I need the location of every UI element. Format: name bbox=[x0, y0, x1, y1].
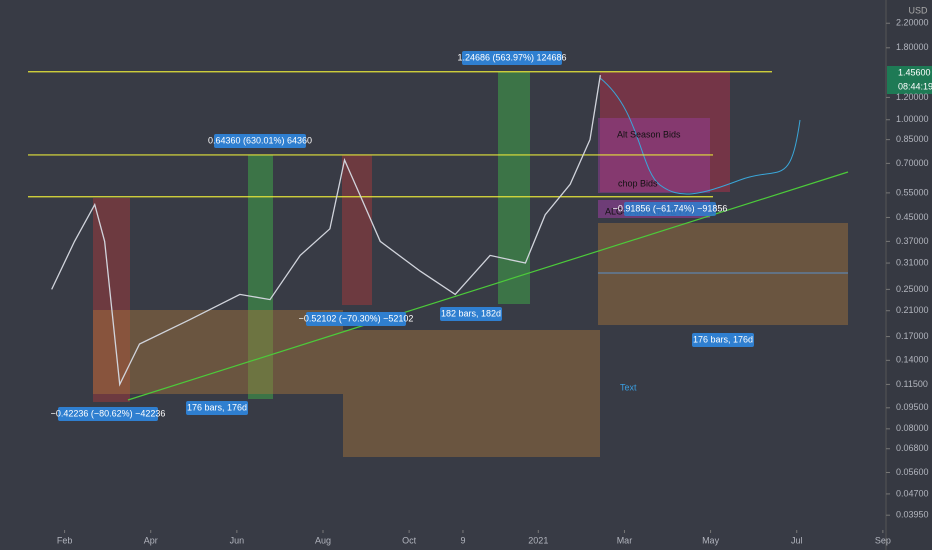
y-tick-label: 1.80000 bbox=[896, 42, 929, 52]
y-tick-label: 0.85000 bbox=[896, 134, 929, 144]
x-tick-label: Mar bbox=[617, 535, 633, 545]
y-tick-label: 0.08000 bbox=[896, 423, 929, 433]
x-tick-label: May bbox=[702, 535, 720, 545]
zone bbox=[343, 330, 600, 457]
y-tick-label: 0.45000 bbox=[896, 212, 929, 222]
price-box bbox=[887, 66, 932, 94]
annotation: 0.64360 (630.01%) 64360 bbox=[208, 135, 312, 145]
y-tick-label: 0.06800 bbox=[896, 443, 929, 453]
zone bbox=[498, 72, 530, 304]
y-tick-label: 0.25000 bbox=[896, 284, 929, 294]
label-box bbox=[692, 333, 754, 347]
x-tick-label: Jun bbox=[230, 535, 245, 545]
current-price: 1.45600 bbox=[898, 67, 931, 77]
annotation: Alt Season Bids bbox=[617, 129, 681, 139]
label-box bbox=[462, 51, 562, 65]
y-tick-label: 0.03950 bbox=[896, 510, 929, 520]
y-tick-label: 0.11500 bbox=[896, 379, 928, 389]
price-line bbox=[51, 75, 601, 387]
y-tick-label: 0.21000 bbox=[896, 305, 929, 315]
x-tick-label: Feb bbox=[57, 535, 73, 545]
x-tick-label: 9 bbox=[460, 535, 465, 545]
currency: USD bbox=[908, 5, 928, 15]
plot bbox=[28, 71, 772, 387]
annotations: 1.24686 (563.97%) 124686 0.64360 (630.01… bbox=[51, 51, 754, 421]
x-tick-label: Oct bbox=[402, 535, 417, 545]
y-tick-label: 0.55000 bbox=[896, 187, 929, 197]
annotation: chop Bids bbox=[618, 178, 658, 188]
zone bbox=[342, 155, 372, 305]
y-tick-label: 0.17000 bbox=[896, 331, 929, 341]
y-tick-label: 0.05600 bbox=[896, 467, 929, 477]
y-tick-label: 0.14000 bbox=[896, 355, 929, 365]
y-tick-label: 0.04700 bbox=[896, 488, 929, 498]
annotation: 182 bars, 182d bbox=[441, 308, 501, 318]
trend-line bbox=[127, 171, 849, 401]
x-tick-label: Apr bbox=[144, 535, 158, 545]
annotation: −0.91856 (−61.74%) −91856 bbox=[613, 203, 728, 213]
annotation: −0.42236 (−80.62%) −42236 bbox=[51, 408, 166, 418]
y-tick-label: 0.31000 bbox=[896, 257, 929, 267]
annotation: Text bbox=[620, 382, 637, 392]
label-box bbox=[214, 134, 306, 148]
zone bbox=[598, 223, 848, 325]
label-box bbox=[58, 407, 158, 421]
y-tick-label: 1.20000 bbox=[896, 92, 929, 102]
x-tick-label: Sep bbox=[875, 535, 891, 545]
zone bbox=[93, 198, 130, 402]
annotation: −0.52102 (−70.30%) −52102 bbox=[299, 313, 414, 323]
zone bbox=[93, 310, 343, 394]
y-tick-label: 2.20000 bbox=[896, 18, 929, 28]
x-tick-label: Aug bbox=[315, 535, 331, 545]
label-box bbox=[306, 312, 406, 326]
label-box bbox=[624, 202, 716, 216]
annotation: 1.24686 (563.97%) 124686 bbox=[457, 52, 566, 62]
x-tick-label: Jul bbox=[791, 535, 803, 545]
label-box bbox=[186, 401, 248, 415]
y-tick-label: 0.70000 bbox=[896, 158, 929, 168]
zone bbox=[600, 72, 730, 192]
y-tick-label: 0.37000 bbox=[896, 236, 929, 246]
y-tick-label: 1.00000 bbox=[896, 114, 929, 124]
countdown: 08:44:19 bbox=[898, 81, 932, 91]
y-tick-label: 0.09500 bbox=[896, 402, 929, 412]
projection bbox=[599, 77, 801, 195]
annotation: 176 bars, 176d bbox=[693, 334, 753, 344]
annotation: 176 bars, 176d bbox=[187, 402, 247, 412]
label-box bbox=[440, 307, 502, 321]
x-tick-label: 2021 bbox=[528, 535, 548, 545]
